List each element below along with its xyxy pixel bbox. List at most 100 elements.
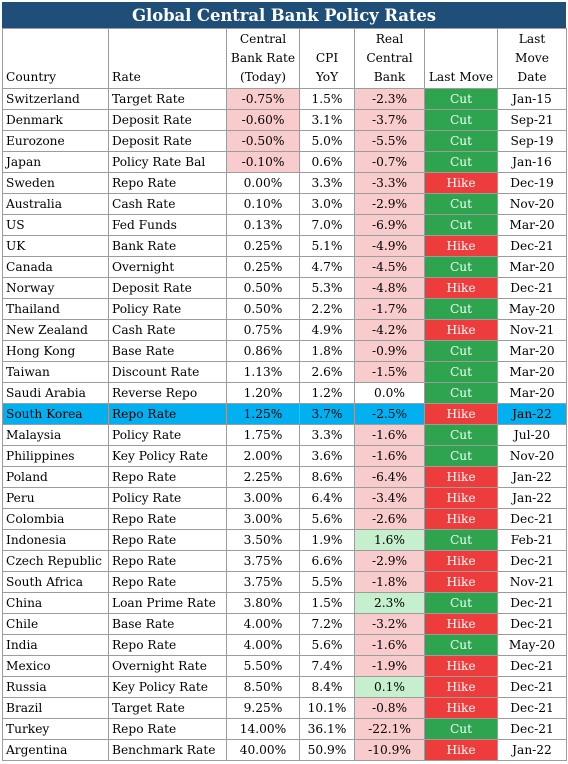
table-row: Indonesia Repo Rate 3.50% 1.9% 1.6% Cut Feb-21: [2, 529, 567, 551]
cell-real-rate: -1.7%: [354, 298, 425, 320]
cell-central-bank-rate: 3.80%: [226, 592, 300, 614]
header-last-move: Last Move: [424, 28, 498, 89]
cell-country: Taiwan: [2, 361, 109, 383]
cell-last-move-date: Dec-21: [497, 613, 567, 635]
cell-last-move: Hike: [424, 466, 498, 488]
table-row: Thailand Policy Rate 0.50% 2.2% -1.7% Cut May-…: [2, 298, 567, 320]
cell-rate: Repo Rate: [108, 634, 227, 656]
cell-rate: Target Rate: [108, 697, 227, 719]
cell-last-move-date: Jan-22: [497, 403, 567, 425]
cell-last-move-date: Dec-21: [497, 508, 567, 530]
cell-cpi-yoy: 5.3%: [299, 277, 355, 299]
cell-rate: Fed Funds: [108, 214, 227, 236]
cell-cpi-yoy: 3.7%: [299, 403, 355, 425]
cell-central-bank-rate: 1.25%: [226, 403, 300, 425]
cell-central-bank-rate: 3.75%: [226, 550, 300, 572]
cell-country: New Zealand: [2, 319, 109, 341]
table-row: Hong Kong Base Rate 0.86% 1.8% -0.9% Cut Mar-2…: [2, 340, 567, 362]
cell-real-rate: -4.8%: [354, 277, 425, 299]
cell-last-move-date: Nov-21: [497, 319, 567, 341]
cell-central-bank-rate: 0.13%: [226, 214, 300, 236]
cell-last-move: Hike: [424, 319, 498, 341]
cell-last-move: Cut: [424, 256, 498, 278]
cell-last-move-date: Dec-21: [497, 277, 567, 299]
table-row: Japan Policy Rate Bal -0.10% 0.6% -0.7% Cut Ja…: [2, 151, 567, 173]
cell-cpi-yoy: 0.6%: [299, 151, 355, 173]
cell-rate: Repo Rate: [108, 172, 227, 194]
cell-cpi-yoy: 2.6%: [299, 361, 355, 383]
cell-last-move-date: Dec-21: [497, 676, 567, 698]
cell-country: Brazil: [2, 697, 109, 719]
cell-real-rate: -0.9%: [354, 340, 425, 362]
cell-real-rate: -1.6%: [354, 424, 425, 446]
cell-real-rate: -1.6%: [354, 445, 425, 467]
cell-central-bank-rate: 1.13%: [226, 361, 300, 383]
cell-rate: Overnight Rate: [108, 655, 227, 677]
cell-last-move: Hike: [424, 739, 498, 761]
cell-real-rate: -5.5%: [354, 130, 425, 152]
table-body: Switzerland Target Rate -0.75% 1.5% -2.3% Cut…: [2, 88, 567, 761]
cell-country: Peru: [2, 487, 109, 509]
cell-cpi-yoy: 3.3%: [299, 424, 355, 446]
cell-rate: Repo Rate: [108, 403, 227, 425]
cell-country: Australia: [2, 193, 109, 215]
cell-country: Russia: [2, 676, 109, 698]
cell-real-rate: -1.9%: [354, 655, 425, 677]
cell-rate: Policy Rate: [108, 298, 227, 320]
cell-real-rate: -0.7%: [354, 151, 425, 173]
table-row: South Africa Repo Rate 3.75% 5.5% -1.8% Hike N…: [2, 571, 567, 593]
cell-country: Chile: [2, 613, 109, 635]
cell-country: Czech Republic: [2, 550, 109, 572]
cell-cpi-yoy: 5.5%: [299, 571, 355, 593]
cell-country: US: [2, 214, 109, 236]
cell-country: Eurozone: [2, 130, 109, 152]
cell-rate: Policy Rate: [108, 424, 227, 446]
table-row: Peru Policy Rate 3.00% 6.4% -3.4% Hike Jan-22: [2, 487, 567, 509]
cell-central-bank-rate: -0.60%: [226, 109, 300, 131]
cell-last-move-date: Mar-20: [497, 361, 567, 383]
cell-central-bank-rate: 9.25%: [226, 697, 300, 719]
cell-rate: Repo Rate: [108, 550, 227, 572]
cell-country: UK: [2, 235, 109, 257]
cell-real-rate: -2.3%: [354, 88, 425, 110]
header-country: Country: [2, 28, 109, 89]
cell-last-move: Cut: [424, 340, 498, 362]
cell-cpi-yoy: 1.8%: [299, 340, 355, 362]
cell-real-rate: -4.2%: [354, 319, 425, 341]
table-row: Philippines Key Policy Rate 2.00% 3.6% -1.6%…: [2, 445, 567, 467]
cell-rate: Overnight: [108, 256, 227, 278]
cell-last-move: Cut: [424, 151, 498, 173]
cell-cpi-yoy: 4.9%: [299, 319, 355, 341]
cell-real-rate: 0.1%: [354, 676, 425, 698]
cell-real-rate: -10.9%: [354, 739, 425, 761]
table-row: Taiwan Discount Rate 1.13% 2.6% -1.5% Cut Mar-…: [2, 361, 567, 383]
cell-real-rate: -6.4%: [354, 466, 425, 488]
cell-cpi-yoy: 1.5%: [299, 88, 355, 110]
cell-last-move: Hike: [424, 550, 498, 572]
cell-last-move: Cut: [424, 424, 498, 446]
cell-rate: Deposit Rate: [108, 277, 227, 299]
cell-cpi-yoy: 5.1%: [299, 235, 355, 257]
cell-country: Sweden: [2, 172, 109, 194]
table-row: India Repo Rate 4.00% 5.6% -1.6% Cut May-20: [2, 634, 567, 656]
cell-country: India: [2, 634, 109, 656]
cell-last-move: Cut: [424, 88, 498, 110]
cell-central-bank-rate: 2.25%: [226, 466, 300, 488]
cell-central-bank-rate: 0.50%: [226, 277, 300, 299]
cell-central-bank-rate: -0.50%: [226, 130, 300, 152]
cell-rate: Bank Rate: [108, 235, 227, 257]
cell-rate: Base Rate: [108, 613, 227, 635]
table-row: New Zealand Cash Rate 0.75% 4.9% -4.2% Hike No…: [2, 319, 567, 341]
cell-last-move: Cut: [424, 214, 498, 236]
cell-central-bank-rate: 8.50%: [226, 676, 300, 698]
cell-last-move-date: Jul-20: [497, 424, 567, 446]
cell-last-move: Hike: [424, 676, 498, 698]
header-row: Country Rate Central Bank Rate (Today) C…: [2, 28, 567, 89]
cell-last-move: Cut: [424, 382, 498, 404]
cell-rate: Loan Prime Rate: [108, 592, 227, 614]
cell-cpi-yoy: 8.6%: [299, 466, 355, 488]
cell-last-move-date: Mar-20: [497, 340, 567, 362]
cell-last-move: Cut: [424, 361, 498, 383]
cell-last-move: Cut: [424, 592, 498, 614]
cell-country: Japan: [2, 151, 109, 173]
